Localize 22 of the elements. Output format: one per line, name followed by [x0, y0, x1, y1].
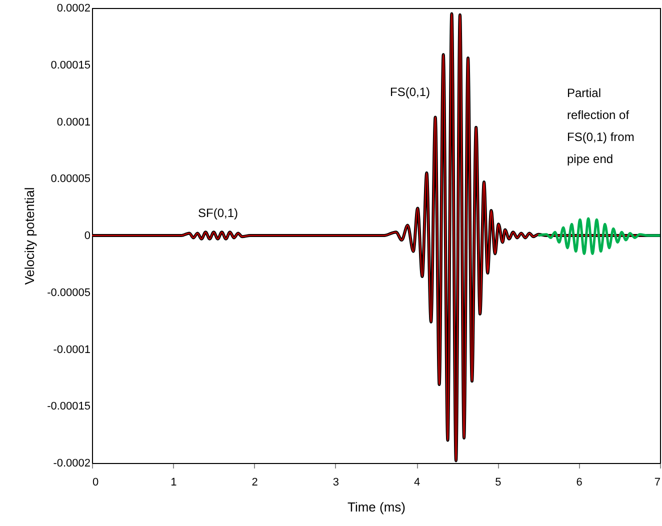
y-tick-label: 0.0001: [56, 116, 90, 128]
y-tick-label: 0.00005: [50, 173, 90, 186]
y-tick-label: -0.00005: [47, 286, 90, 299]
y-axis-title: Velocity potential: [22, 187, 38, 285]
x-tick-label: 7: [654, 476, 660, 488]
x-tick-label: 4: [414, 476, 420, 488]
x-tick-label: 2: [252, 476, 258, 488]
x-tick-label: 5: [495, 476, 502, 488]
y-tick-label: -0.0001: [53, 344, 90, 356]
y-tick-label: 0: [84, 230, 90, 242]
x-tick-label: 0: [92, 476, 99, 488]
y-tick-label: 0.00015: [50, 59, 90, 72]
x-axis-title: Time (ms): [347, 500, 406, 514]
annotation: SF(0,1): [198, 206, 238, 220]
x-tick-label: 3: [332, 476, 339, 488]
annotation: FS(0,1): [390, 85, 430, 99]
y-tick-label: -0.00015: [47, 400, 90, 413]
x-tick-label: 6: [576, 476, 582, 488]
y-tick-label: -0.0002: [53, 458, 90, 470]
x-tick-label: 1: [170, 476, 177, 488]
y-tick-label: 0.0002: [56, 2, 90, 14]
annotation: Partial reflection of FS(0,1) from pipe end: [567, 86, 634, 166]
